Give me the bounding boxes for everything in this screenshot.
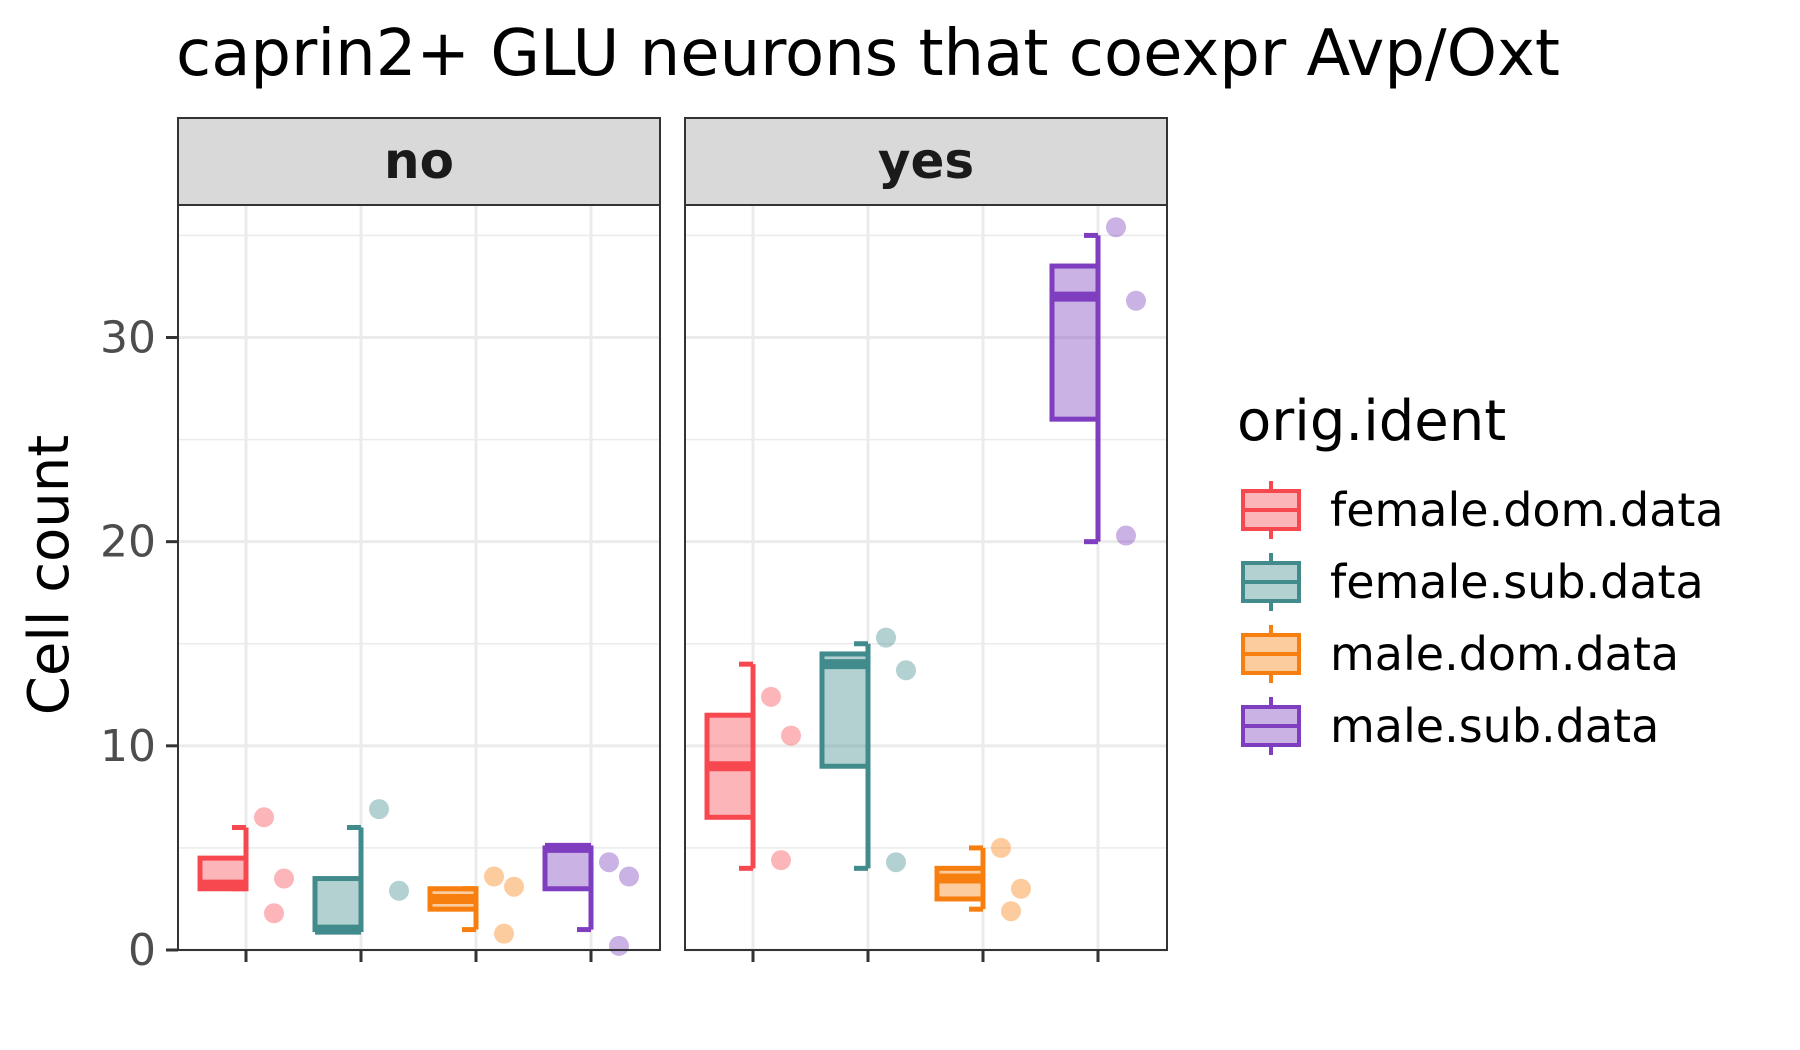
facet-panel-yes: yes: [684, 117, 1168, 962]
data-point: [1116, 525, 1136, 546]
data-point: [274, 868, 294, 889]
y-tick-label: 20: [100, 517, 156, 568]
data-point: [484, 866, 504, 887]
boxplot-female.sub.data: [819, 627, 916, 873]
boxplot-female.sub.data: [312, 799, 409, 935]
data-point: [1126, 290, 1146, 311]
box: [819, 651, 871, 769]
data-point: [599, 852, 619, 873]
facet-label: no: [384, 132, 454, 190]
chart-title: caprin2+ GLU neurons that coexpr Avp/Oxt: [176, 17, 1560, 91]
plot-area: no yes 0 10 20 30: [100, 117, 1168, 976]
legend-item: female.sub.data: [1241, 553, 1704, 611]
boxplot-male.dom.data: [934, 837, 1031, 922]
data-point: [389, 880, 409, 901]
data-point: [1106, 217, 1126, 238]
facet-strip: [684, 117, 1168, 206]
data-point: [254, 807, 274, 828]
boxplot-male.sub.data: [1049, 217, 1146, 546]
data-point: [609, 935, 629, 956]
box: [542, 845, 594, 892]
panel-background: [178, 205, 660, 950]
legend: orig.ident female.dom.data female.sub.dat…: [1237, 389, 1724, 755]
box: [934, 865, 986, 902]
box: [312, 876, 364, 933]
data-point: [771, 850, 791, 871]
y-axis-label: Cell count: [17, 435, 82, 715]
legend-item: male.dom.data: [1241, 625, 1679, 683]
data-point: [494, 923, 514, 944]
boxplot-female.dom.data: [197, 807, 294, 924]
data-point: [896, 660, 916, 681]
legend-title: orig.ident: [1237, 389, 1506, 454]
y-tick-label: 30: [100, 313, 156, 364]
boxplot-female.dom.data: [704, 661, 801, 871]
y-tick-label: 10: [100, 721, 156, 772]
data-point: [991, 837, 1011, 858]
data-point: [781, 725, 801, 746]
data-point: [1011, 878, 1031, 899]
data-point: [504, 876, 524, 897]
facet-panel-no: no: [177, 117, 661, 962]
data-point: [1001, 901, 1021, 922]
boxplot-male.dom.data: [427, 866, 524, 944]
data-point: [886, 852, 906, 873]
y-tick-label: 0: [128, 925, 156, 976]
data-point: [264, 903, 284, 924]
panel-background: [685, 205, 1167, 950]
legend-label: male.sub.data: [1330, 699, 1659, 753]
legend-item: male.sub.data: [1241, 697, 1659, 755]
data-point: [876, 627, 896, 648]
legend-label: male.dom.data: [1330, 627, 1679, 681]
boxplot-male.sub.data: [542, 842, 639, 956]
facet-strip: [177, 117, 661, 206]
facet-label: yes: [878, 132, 974, 190]
legend-item: female.dom.data: [1241, 481, 1724, 539]
legend-label: female.dom.data: [1330, 483, 1724, 537]
data-point: [369, 799, 389, 820]
data-point: [619, 866, 639, 887]
box: [1049, 263, 1101, 422]
legend-label: female.sub.data: [1330, 555, 1704, 609]
data-point: [761, 686, 781, 707]
